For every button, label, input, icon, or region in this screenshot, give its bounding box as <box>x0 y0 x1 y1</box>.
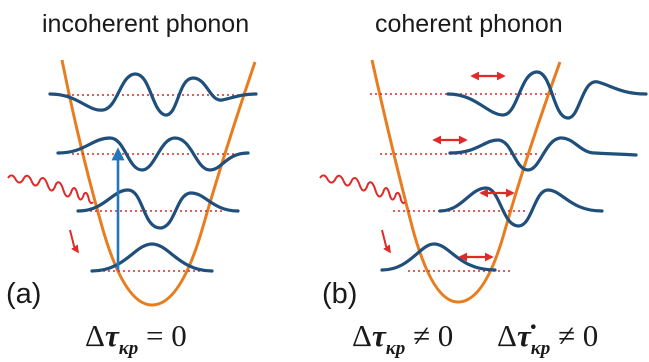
equation-b-1: Δτκp ≠ 0 <box>352 318 454 359</box>
equation-a-symbol: τ <box>104 318 119 353</box>
potential-well-b <box>370 59 562 304</box>
equation-b2-delta: Δ <box>497 318 517 353</box>
equation-a-subscript: κp <box>118 338 139 359</box>
wavefunction-b-0 <box>380 242 497 272</box>
panel-b-label: (b) <box>322 278 358 310</box>
panel-a <box>7 59 258 307</box>
equation-b1-delta: Δ <box>352 318 372 353</box>
equation-b-2: Δτ̇κp ≠ 0 <box>497 318 599 359</box>
wavefunction-a-1 <box>76 188 240 230</box>
equation-a: Δτκp = 0 <box>85 318 187 359</box>
panel-b-title: coherent phonon <box>375 10 563 38</box>
laser-pulse-b-tail <box>381 229 391 254</box>
equation-b2-symbol: τ̇ <box>516 318 531 353</box>
equation-a-delta: Δ <box>85 318 105 353</box>
laser-pulse-a <box>7 174 94 205</box>
wavefunction-a-0 <box>90 242 214 273</box>
panel-b <box>319 59 648 304</box>
wavefunction-a-2 <box>56 136 250 172</box>
potential-well-a <box>60 59 257 307</box>
laser-pulse-b <box>319 174 406 205</box>
panel-a-label: (a) <box>6 278 42 310</box>
wavefunction-b-1 <box>438 186 604 228</box>
wavefunction-a-3 <box>48 72 258 117</box>
equation-b2-relation: ≠ 0 <box>558 318 599 353</box>
equation-b1-relation: ≠ 0 <box>413 318 454 353</box>
equation-b1-symbol: τ <box>371 318 386 353</box>
panel-a-title: incoherent phonon <box>42 10 250 38</box>
wavefunction-b-3 <box>446 70 648 120</box>
equation-a-relation: = 0 <box>146 318 187 353</box>
equation-b2-subscript: κp <box>530 338 551 359</box>
laser-pulse-a-tail <box>69 229 79 254</box>
wavefunction-b-2 <box>448 136 638 172</box>
equation-b1-subscript: κp <box>385 338 406 359</box>
